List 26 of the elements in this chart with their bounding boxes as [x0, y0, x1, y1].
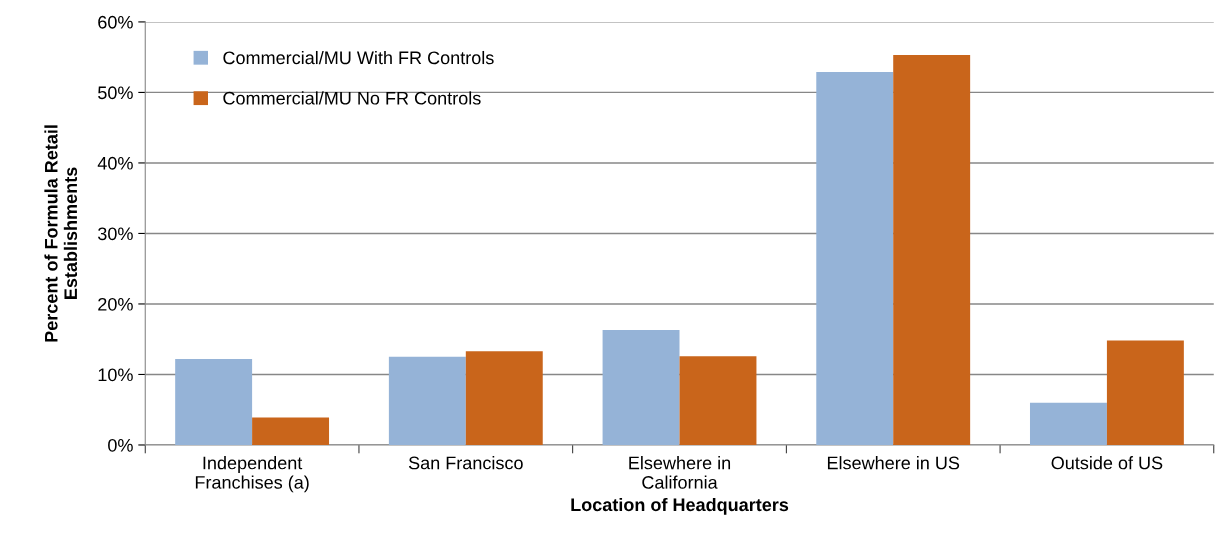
- y-axis-title: Percent of Formula Retail Establishments: [44, 125, 78, 342]
- x-tick-label: Independent Franchises (a): [195, 456, 309, 493]
- bar: [252, 417, 330, 445]
- legend-label: Commercial/MU With FR Controls: [223, 50, 494, 65]
- legend-label: Commercial/MU No FR Controls: [223, 91, 481, 105]
- x-axis-title: Location of Headquarters: [571, 497, 789, 515]
- x-tick-label: Outside of US: [1051, 456, 1163, 470]
- y-tick-label: 60%: [98, 15, 133, 29]
- bar: [1106, 340, 1184, 445]
- bar: [388, 356, 466, 445]
- bar: [465, 351, 543, 445]
- x-tick-label: Elsewhere in US: [827, 456, 960, 470]
- y-tick-label: 20%: [98, 297, 133, 311]
- x-tick-label: Elsewhere in California: [629, 456, 731, 489]
- y-tick-label: 0%: [108, 438, 133, 452]
- bar: [1029, 402, 1107, 445]
- y-tick-label: 40%: [97, 156, 133, 170]
- bar: [175, 358, 253, 445]
- y-tick-label: 30%: [98, 227, 133, 241]
- bar: [679, 356, 757, 445]
- bar: [816, 71, 894, 445]
- bar: [602, 330, 680, 445]
- bar: [893, 55, 971, 445]
- y-tick-label: 10%: [98, 368, 133, 382]
- x-tick-label: San Francisco: [408, 456, 523, 470]
- y-tick-label: 50%: [98, 86, 133, 100]
